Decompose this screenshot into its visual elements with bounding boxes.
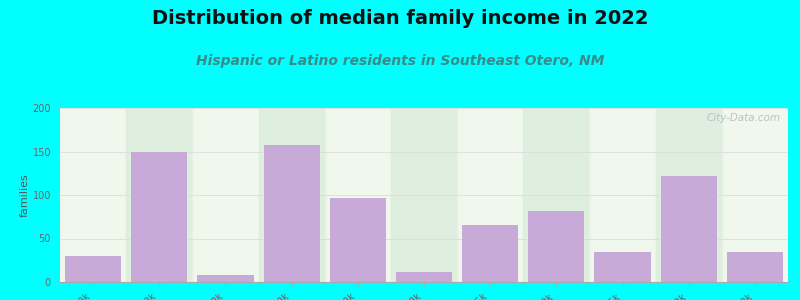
Text: Hispanic or Latino residents in Southeast Otero, NM: Hispanic or Latino residents in Southeas… [196, 54, 604, 68]
Bar [722, 108, 788, 282]
Bar [60, 108, 126, 282]
Text: City-Data.com: City-Data.com [706, 113, 781, 123]
Bar [726, 251, 783, 282]
Bar [330, 198, 386, 282]
Bar [656, 108, 722, 282]
Bar [192, 108, 258, 282]
Text: Distribution of median family income in 2022: Distribution of median family income in … [152, 9, 648, 28]
Bar [594, 251, 650, 282]
Bar [590, 108, 656, 282]
Bar [65, 256, 122, 282]
Bar [396, 272, 452, 282]
Bar [457, 108, 523, 282]
Bar [126, 108, 192, 282]
Bar [131, 152, 187, 282]
Bar [391, 108, 457, 282]
Bar [462, 226, 518, 282]
Bar [258, 108, 325, 282]
Bar [325, 108, 391, 282]
Bar [523, 108, 590, 282]
Bar [263, 146, 320, 282]
Bar [661, 176, 717, 282]
Y-axis label: families: families [20, 173, 30, 217]
Bar [528, 211, 585, 282]
Bar [198, 275, 254, 282]
